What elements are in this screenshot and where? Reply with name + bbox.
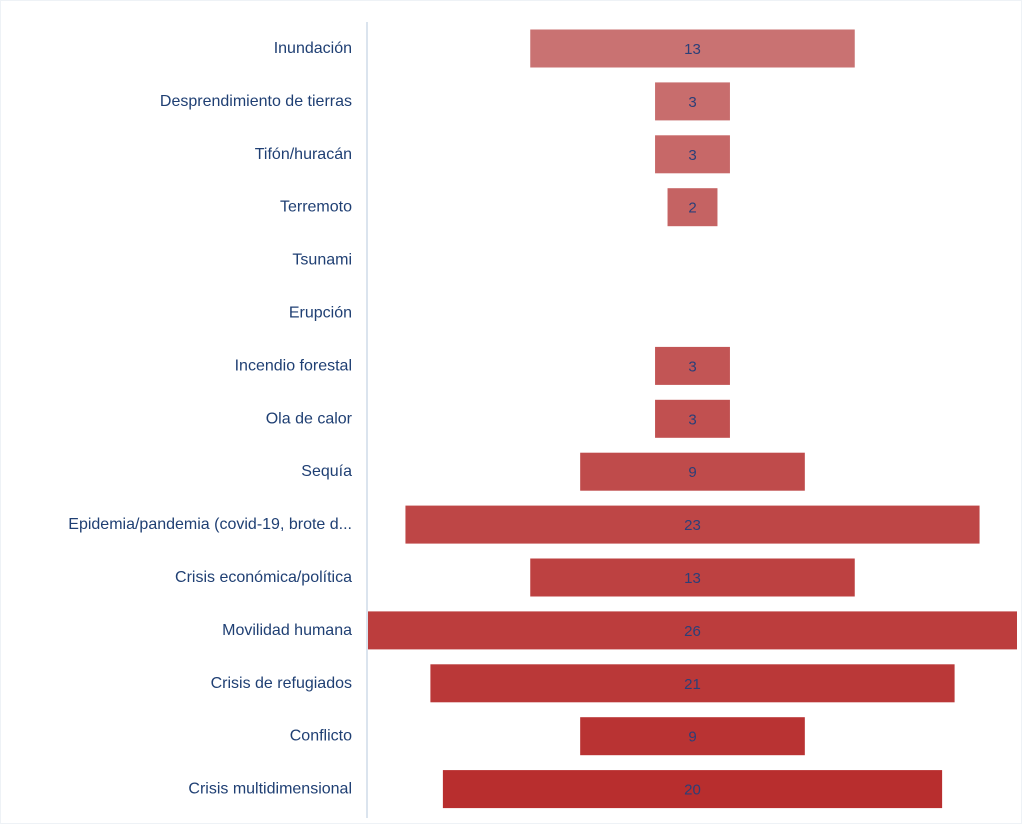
bar-desprendimiento-de-tierras (655, 82, 730, 121)
bar-inundacion (530, 29, 855, 68)
category-label-crisis-economica-politica: Crisis económica/política (175, 569, 352, 586)
bar-sequia (580, 452, 805, 491)
category-label-epidemia-pandemia-covid-19-brote-d: Epidemia/pandemia (covid-19, brote d... (68, 516, 352, 533)
bar-incendio-forestal (655, 346, 730, 385)
value-label-tifon-huracan: 3 (688, 147, 696, 164)
category-label-crisis-de-refugiados: Crisis de refugiados (211, 675, 352, 692)
bar-crisis-multidimensional (442, 770, 943, 809)
category-label-tifon-huracan: Tifón/huracán (255, 146, 352, 163)
value-label-crisis-multidimensional: 20 (684, 782, 701, 799)
category-label-erupcion: Erupción (289, 305, 352, 322)
bar-terremoto (667, 188, 718, 227)
value-label-ola-de-calor: 3 (688, 411, 696, 428)
value-label-inundacion: 13 (684, 41, 701, 58)
bar-movilidad-humana (368, 611, 1017, 650)
value-label-crisis-economica-politica: 13 (684, 570, 701, 587)
bar-crisis-economica-politica (530, 558, 855, 597)
bars (368, 29, 1017, 809)
category-labels: Inundación Desprendimiento de tierras Tifó… (68, 40, 352, 798)
value-label-movilidad-humana: 26 (684, 623, 701, 640)
value-label-conflicto: 9 (688, 729, 696, 746)
value-label-epidemia-pandemia-covid-19-brote-d: 23 (684, 517, 701, 534)
category-label-incendio-forestal: Incendio forestal (235, 357, 352, 374)
category-label-desprendimiento-de-tierras: Desprendimiento de tierras (160, 93, 352, 110)
category-label-terremoto: Terremoto (280, 199, 352, 216)
bar-tifon-huracan (655, 135, 730, 174)
category-label-crisis-multidimensional: Crisis multidimensional (188, 781, 352, 798)
category-label-inundacion: Inundación (274, 40, 352, 57)
category-label-movilidad-humana: Movilidad humana (222, 622, 352, 639)
value-label-desprendimiento-de-tierras: 3 (688, 94, 696, 111)
value-label-incendio-forestal: 3 (688, 358, 696, 375)
bar-ola-de-calor (655, 399, 730, 438)
bar-conflicto (580, 717, 805, 756)
category-label-ola-de-calor: Ola de calor (266, 410, 353, 427)
category-label-tsunami: Tsunami (292, 252, 352, 269)
bar-crisis-de-refugiados (430, 664, 955, 703)
value-label-sequia: 9 (688, 464, 696, 481)
value-label-crisis-de-refugiados: 21 (684, 676, 701, 693)
value-label-terremoto: 2 (688, 200, 696, 217)
bar-epidemia-pandemia-covid-19-brote-d (405, 505, 980, 544)
category-label-conflicto: Conflicto (290, 728, 352, 745)
category-label-sequia: Sequía (301, 463, 352, 480)
